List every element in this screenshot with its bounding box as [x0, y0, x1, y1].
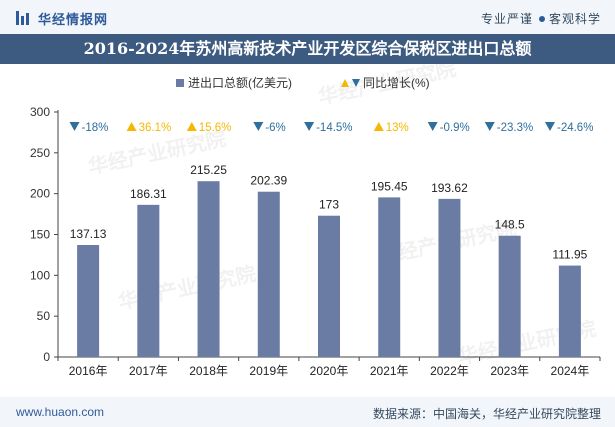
y-tick-label: 50 — [37, 309, 51, 323]
growth-up-triangle-icon — [186, 122, 197, 131]
x-tick-label: 2016年 — [69, 364, 108, 378]
slogan-right: 客观科学 — [548, 12, 601, 26]
slogan-left: 专业严谨 — [480, 12, 533, 26]
growth-down-triangle-icon — [69, 122, 80, 131]
bar — [558, 265, 581, 357]
y-tick-label: 0 — [43, 350, 50, 364]
growth-down-triangle-icon — [253, 122, 264, 131]
legend-bar-swatch — [176, 79, 184, 87]
bar-value-label: 186.31 — [130, 187, 167, 201]
bar — [498, 235, 521, 357]
bar-value-label: 195.45 — [371, 179, 408, 193]
x-tick-label: 2017年 — [129, 364, 168, 378]
bar — [77, 245, 100, 357]
brand-name: 华经情报网 — [38, 12, 109, 27]
growth-down-triangle-icon — [544, 122, 555, 131]
bar — [197, 181, 220, 357]
bar-value-label: 173 — [319, 198, 339, 212]
bar — [378, 197, 401, 357]
bar-value-label: 215.25 — [190, 163, 227, 177]
bar-value-label: 137.13 — [70, 227, 107, 241]
bar-chart: 华经产业研究院华经产业研究院华经产业研究院华经产业研究院华经产业研究院进出口总额… — [30, 64, 601, 378]
growth-label: 36.1% — [139, 122, 172, 134]
growth-down-triangle-icon — [427, 122, 438, 131]
title-bar: 2016-2024年苏州高新技术产业开发区综合保税区进出口总额 — [0, 34, 615, 64]
bar-value-label: 193.62 — [431, 181, 468, 195]
growth-down-triangle-icon — [304, 122, 315, 131]
growth-up-triangle-icon — [126, 122, 137, 131]
legend-down-triangle-icon — [352, 79, 360, 87]
growth-label: 13% — [386, 122, 409, 134]
footer-bar: www.huaon.com 数据来源：中国海关，华经产业研究院整理 — [0, 397, 615, 427]
x-tick-label: 2023年 — [490, 364, 529, 378]
x-tick-label: 2020年 — [310, 364, 349, 378]
slogan-dot-icon — [538, 15, 545, 22]
bar — [257, 191, 280, 357]
x-tick-label: 2018年 — [189, 364, 228, 378]
growth-label: -18% — [82, 122, 109, 134]
y-tick-label: 250 — [30, 146, 50, 160]
x-tick-label: 2022年 — [430, 364, 469, 378]
x-tick-label: 2024年 — [551, 364, 590, 378]
y-tick-label: 150 — [30, 228, 50, 242]
x-tick-label: 2019年 — [249, 364, 288, 378]
bar-value-label: 148.5 — [495, 218, 525, 232]
legend-bar-label: 进出口总额(亿美元) — [188, 75, 292, 90]
footer-source: 数据来源：中国海关，华经产业研究院整理 — [372, 407, 601, 421]
growth-label: -0.9% — [440, 122, 470, 134]
legend-growth-label: 同比增长(%) — [363, 76, 430, 90]
growth-label: -14.5% — [316, 122, 352, 134]
brand-logo-icon — [16, 11, 30, 25]
bar — [318, 215, 340, 357]
footer-url[interactable]: www.huaon.com — [16, 405, 105, 419]
bar-value-label: 202.39 — [250, 174, 287, 188]
growth-label: -23.3% — [497, 122, 533, 134]
bar — [137, 204, 160, 357]
growth-down-triangle-icon — [484, 122, 495, 131]
y-tick-label: 100 — [30, 268, 50, 282]
y-tick-label: 200 — [30, 187, 50, 201]
legend-up-triangle-icon — [341, 79, 349, 87]
header-bar: 华经情报网 专业严谨 客观科学 — [0, 0, 615, 34]
growth-up-triangle-icon — [373, 122, 384, 131]
bar-value-label: 111.95 — [552, 248, 587, 262]
brand-slogan: 专业严谨 客观科学 — [481, 10, 601, 27]
chart-title: 2016-2024年苏州高新技术产业开发区综合保税区进出口总额 — [83, 39, 532, 58]
growth-label: -24.6% — [557, 122, 593, 134]
bar — [438, 198, 461, 357]
growth-label: 15.6% — [199, 122, 232, 134]
growth-label: -6% — [265, 122, 285, 134]
y-tick-label: 300 — [30, 105, 50, 119]
x-tick-label: 2021年 — [370, 364, 409, 378]
